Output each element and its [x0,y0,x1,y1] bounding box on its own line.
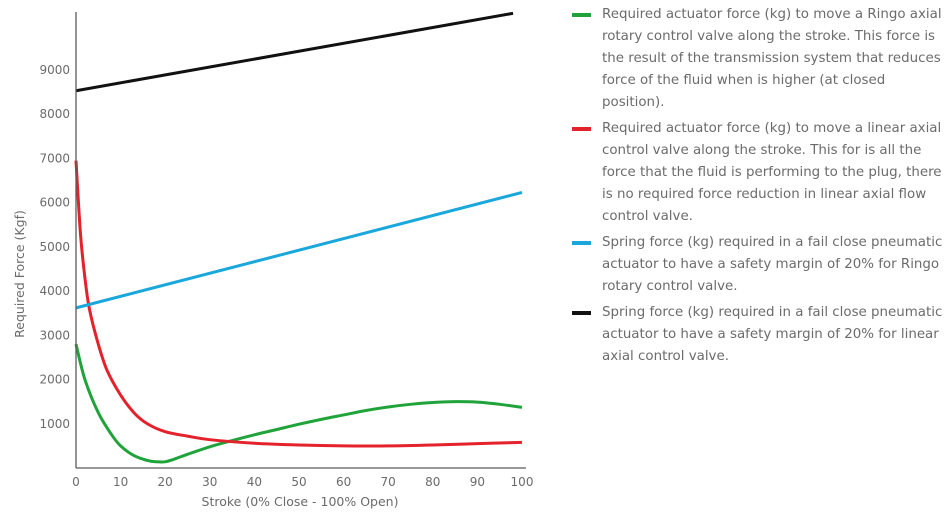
x-tick-label: 0 [72,475,80,489]
x-tick-label: 70 [381,475,396,489]
y-axis-label: Required Force (Kgf) [12,210,27,338]
chart-plot: 0 10 20 30 40 50 60 70 80 90 100 1000 2000 3000 4000 50… [12,11,533,509]
y-tick-label: 1000 [39,417,70,431]
series-line-green [74,343,523,464]
y-tick-label: 9000 [39,63,70,77]
legend-label-blue: Spring force (kg) required in a fail clo… [602,235,943,294]
legend-swatch-black [572,311,591,315]
y-tick-label: 5000 [39,240,70,254]
series-line-red [74,160,523,448]
legend-item-blue: Spring force (kg) required in a fail clo… [572,232,947,298]
legend-label-black: Spring force (kg) required in a fail clo… [602,305,943,364]
y-tick-label: 7000 [39,151,70,165]
x-tick-label: 40 [247,475,262,489]
series-line-black [75,11,514,93]
y-tick-label: 2000 [39,373,70,387]
legend-item-red: Required actuator force (kg) to move a l… [572,118,947,228]
x-tick-label: 30 [202,475,217,489]
x-tick-label: 50 [291,475,306,489]
legend-swatch-green [572,13,591,17]
legend-swatch-blue [572,241,591,245]
legend-item-black: Spring force (kg) required in a fail clo… [572,302,947,368]
x-tick-label: 10 [113,475,128,489]
x-tick-label: 90 [470,475,485,489]
x-tick-label: 80 [425,475,440,489]
series-line-blue [75,190,523,310]
x-tick-label: 20 [158,475,173,489]
y-tick-label: 4000 [39,284,70,298]
legend-item-green: Required actuator force (kg) to move a R… [572,4,947,114]
x-tick-label: 100 [511,475,534,489]
legend-label-green: Required actuator force (kg) to move a R… [602,7,942,110]
y-tick-label: 3000 [39,328,70,342]
series-layer [74,11,523,464]
legend-label-red: Required actuator force (kg) to move a l… [602,121,942,224]
x-axis-label: Stroke (0% Close - 100% Open) [202,494,399,509]
legend: Required actuator force (kg) to move a R… [572,4,947,372]
y-tick-label: 6000 [39,196,70,210]
y-tick-label: 8000 [39,107,70,121]
ticks-layer: 0 10 20 30 40 50 60 70 80 90 100 1000 2000 3000 4000 50… [39,63,533,489]
legend-swatch-red [572,127,591,131]
x-tick-label: 60 [336,475,351,489]
